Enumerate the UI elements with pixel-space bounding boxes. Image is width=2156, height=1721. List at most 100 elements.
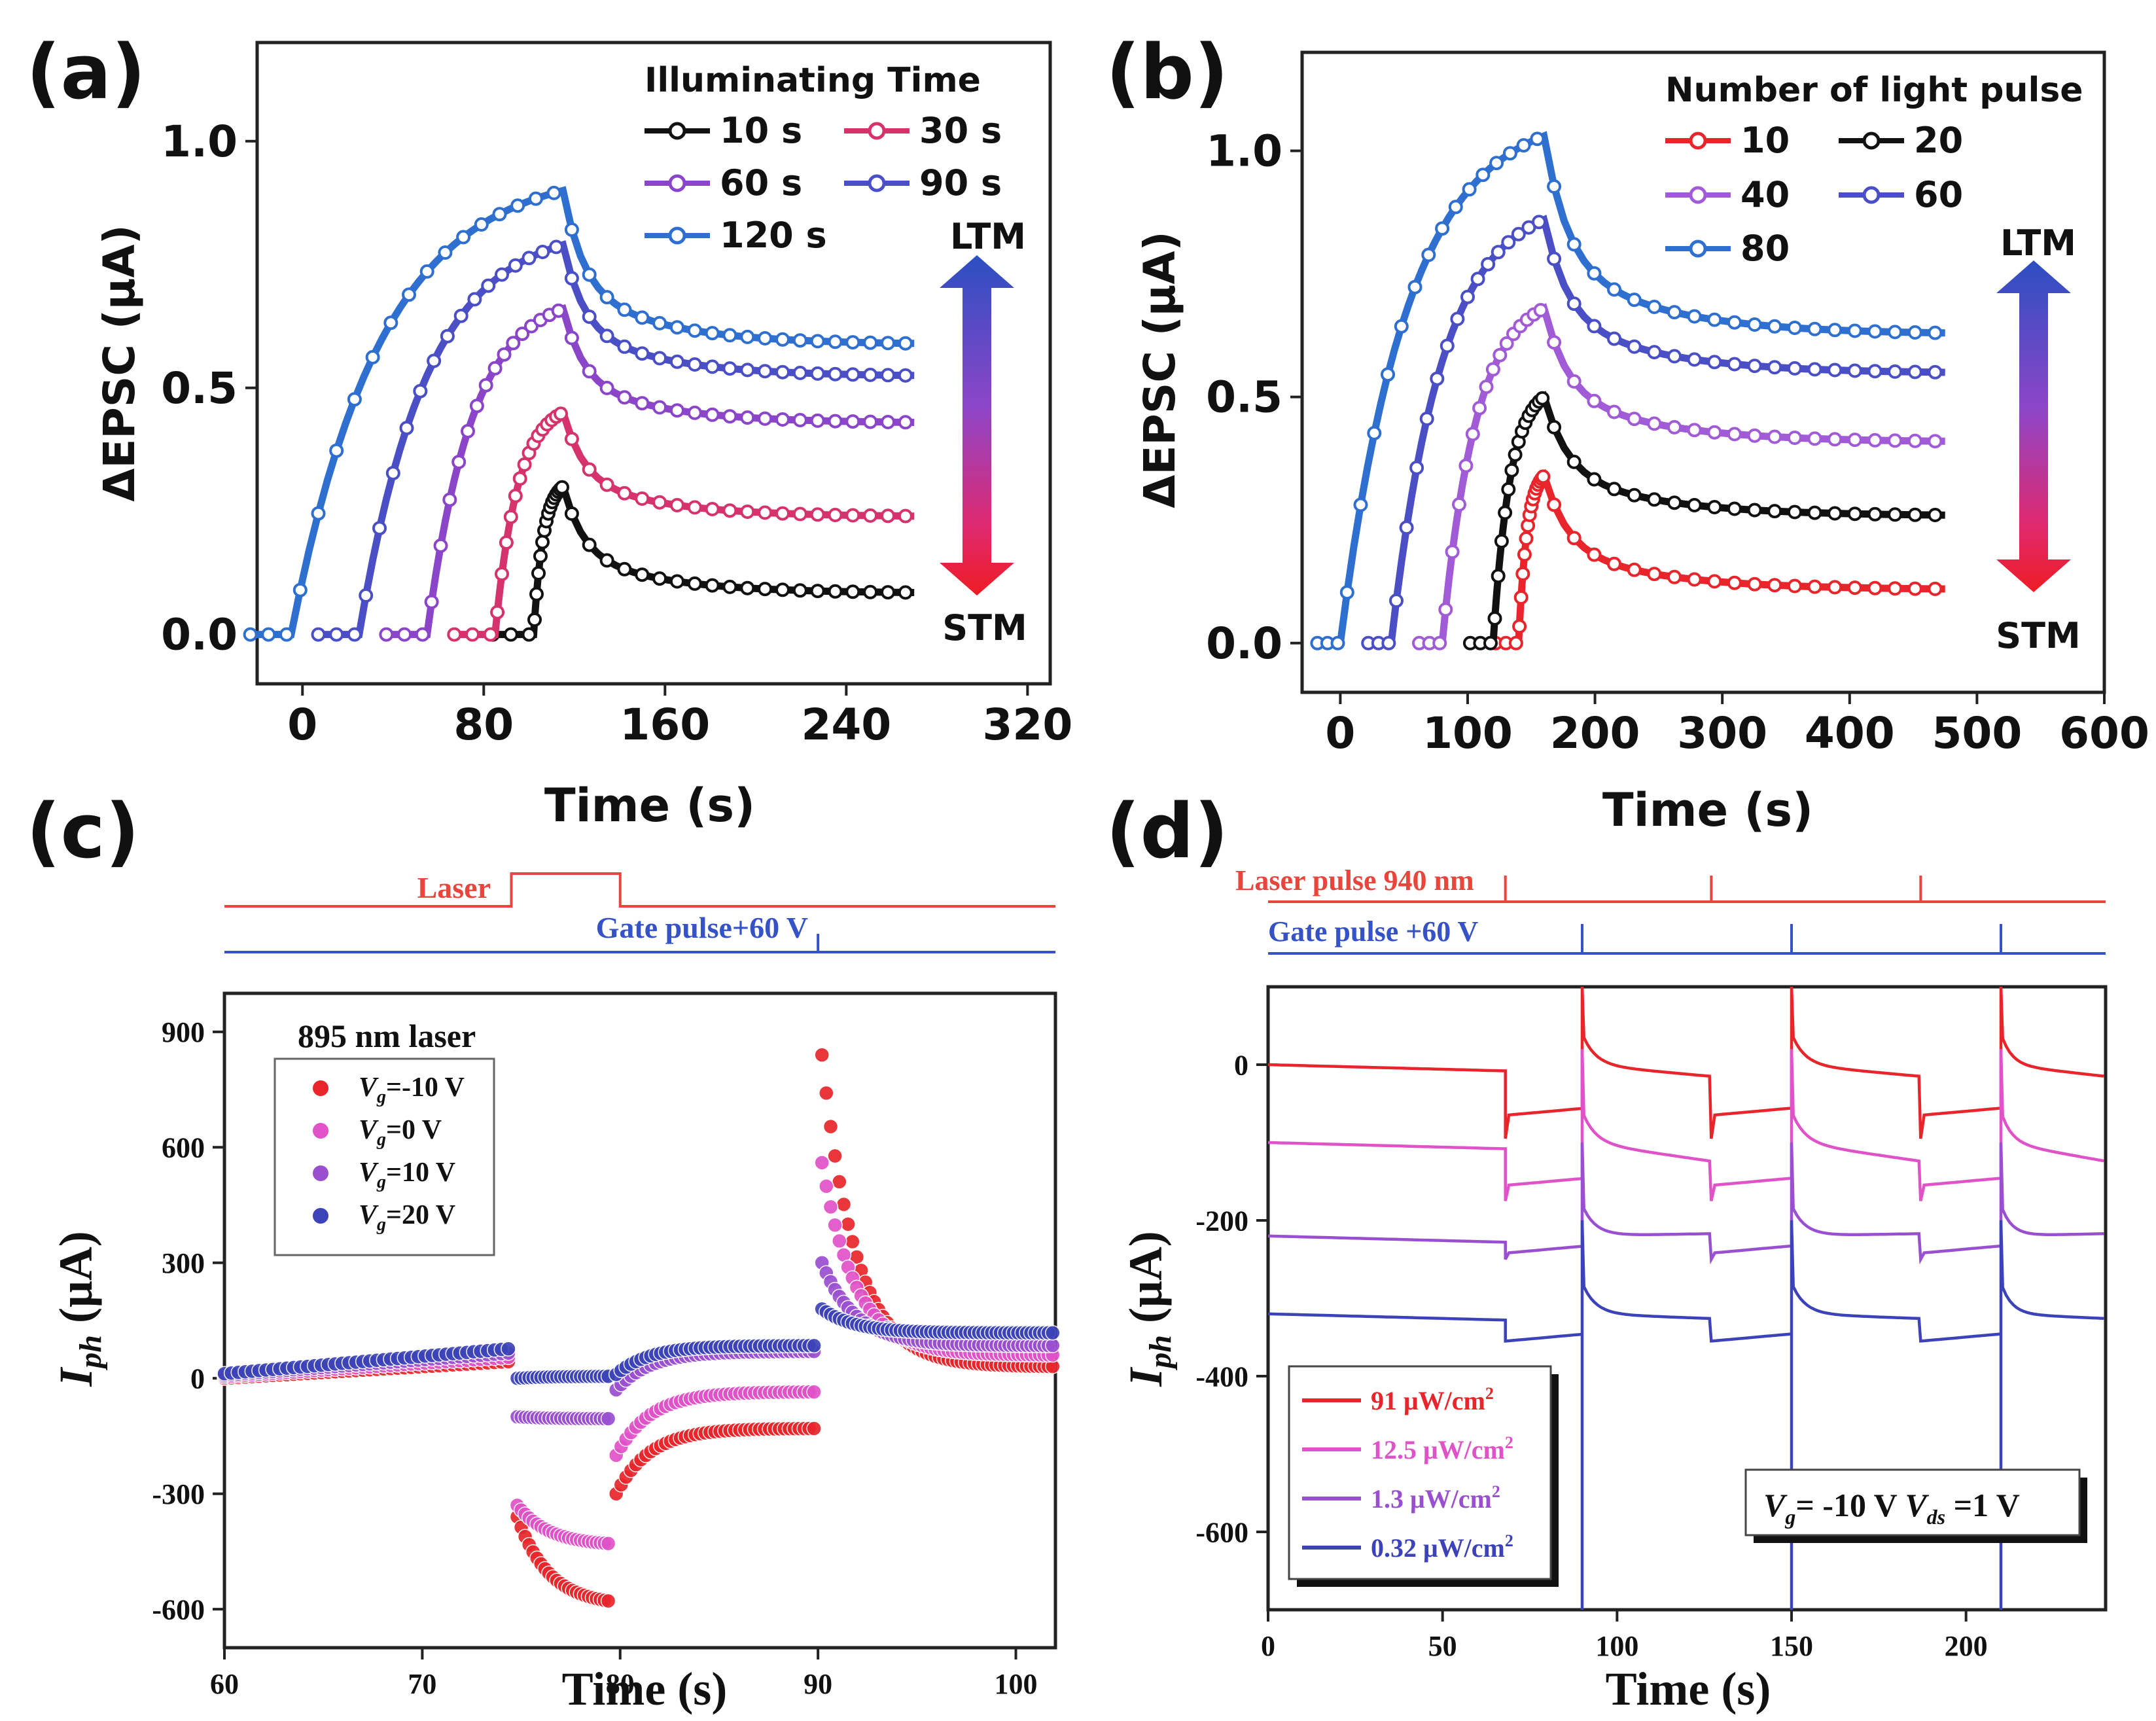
data-point-c-1-110 — [827, 1217, 843, 1233]
legend-label-d-value-2: 1.3 μW/cm — [1371, 1484, 1492, 1514]
data-point-b-4-12 — [1381, 367, 1395, 382]
y-tick-label-ticks-c-1: -300 — [152, 1478, 205, 1510]
data-point-a-3-72 — [881, 368, 895, 383]
legend-label-b-3: 60 — [1914, 174, 1963, 215]
data-point-b-3-70 — [1888, 364, 1903, 379]
data-point-a-4-52 — [705, 326, 720, 341]
data-point-b-3-60 — [1787, 361, 1802, 376]
data-point-c-0-113 — [840, 1216, 856, 1232]
data-point-b-1-70 — [1888, 507, 1903, 522]
data-point-b-1-42 — [1607, 482, 1621, 497]
condition-vg-main: V — [1763, 1487, 1788, 1523]
data-point-a-2-48 — [669, 403, 684, 418]
data-point-b-2-60 — [1787, 431, 1802, 445]
legend-a: Illuminating Time 10 s 30 s 60 s 90 s 120 s — [645, 61, 1002, 256]
data-point-b-1-44 — [1627, 488, 1642, 503]
legend-label-d-value-1: 12.5 μW/cm — [1371, 1435, 1505, 1464]
data-point-b-3-30 — [1511, 226, 1526, 241]
y-tick-label-ticks-d-0: -600 — [1195, 1516, 1248, 1548]
legend-label-d-1: 12.5 μW/cm2 — [1371, 1433, 1513, 1464]
data-point-b-2-64 — [1828, 432, 1843, 447]
data-point-a-2-66 — [828, 414, 843, 429]
x-tick-label-ticks-c-4: 100 — [995, 1668, 1038, 1700]
data-point-b-0-40 — [1587, 547, 1602, 562]
data-point-a-2-4 — [415, 627, 430, 642]
data-point-b-4-72 — [1907, 325, 1922, 340]
data-point-b-4-34 — [1530, 132, 1545, 147]
data-point-b-4-14 — [1394, 319, 1409, 334]
legend-marker-b-2 — [1689, 186, 1707, 204]
axis-ticks-d: 0 50 100 150 200 -600 -400 -200 0 — [1195, 1049, 1987, 1662]
data-point-a-3-62 — [792, 365, 807, 380]
data-point-c-0-111 — [832, 1174, 847, 1190]
stm-label-a: STM — [942, 607, 1027, 648]
data-point-a-3-32 — [535, 245, 550, 259]
data-point-a-0-40 — [599, 553, 614, 568]
data-point-b-0-42 — [1607, 556, 1621, 571]
legend-items-b: 10 20 40 60 80 — [1665, 120, 1963, 269]
y-axis-label-c-sub: ph — [73, 1335, 108, 1371]
data-point-a-3-14 — [413, 383, 428, 399]
data-point-b-0-46 — [1647, 567, 1662, 582]
data-point-a-0-68 — [845, 584, 860, 599]
panel-b: (b) ΔEPSC (μA) Time (s) 0 100 200 300 400 500… — [1106, 29, 2149, 837]
ltm-stm-arrow-a: LTM STM — [940, 216, 1027, 648]
legend-marker-a-4 — [668, 226, 686, 245]
x-axis-label-d: Time (s) — [1606, 1663, 1771, 1715]
data-point-a-2-20 — [487, 361, 503, 376]
data-point-b-1-62 — [1807, 505, 1822, 520]
plot-frame-d — [1266, 985, 2108, 1612]
data-point-a-0-38 — [582, 537, 597, 552]
data-point-b-0-74 — [1928, 581, 1943, 596]
data-point-a-4-36 — [564, 222, 579, 237]
data-point-b-4-30 — [1502, 146, 1517, 161]
data-point-a-0-44 — [635, 567, 650, 582]
data-point-a-0-4 — [521, 627, 537, 642]
data-point-a-4-48 — [669, 320, 684, 335]
legend-label-d-sup-0: 2 — [1485, 1384, 1494, 1403]
data-point-a-2-62 — [792, 413, 807, 427]
condition-vg-sub: g — [1784, 1505, 1795, 1529]
condition-vds-main: V — [1905, 1487, 1929, 1523]
data-point-a-4-40 — [599, 290, 614, 305]
y-tick-label-ticks-d-2: -200 — [1195, 1205, 1248, 1237]
data-point-b-3-52 — [1707, 355, 1722, 370]
x-tick-label-ticks-b-3: 300 — [1677, 708, 1767, 758]
data-point-b-2-56 — [1747, 428, 1762, 443]
data-point-b-2-20 — [1485, 362, 1500, 377]
plot-frame-b — [1300, 50, 2106, 694]
legend-label-d-value-0: 91 μW/cm — [1371, 1386, 1485, 1415]
data-point-a-3-28 — [508, 258, 523, 273]
data-point-a-0-2 — [503, 627, 518, 642]
legend-label-a-3: 90 s — [919, 162, 1002, 204]
data-point-a-0-54 — [722, 579, 737, 594]
data-point-b-1-50 — [1687, 498, 1702, 512]
data-point-a-3-4 — [347, 627, 362, 642]
x-tick-label-ticks-d-2: 100 — [1595, 1630, 1638, 1662]
data-point-a-2-72 — [881, 415, 895, 429]
series-group-c — [217, 1047, 1061, 1609]
data-point-a-1-60 — [775, 506, 790, 521]
data-point-b-1-64 — [1828, 506, 1843, 521]
condition-vds-sub: ds — [1927, 1505, 1945, 1529]
data-point-b-3-54 — [1727, 357, 1742, 372]
data-point-b-1-66 — [1847, 506, 1862, 522]
data-point-a-2-36 — [564, 330, 579, 346]
data-point-a-2-60 — [775, 412, 790, 427]
y-axis-label-c-main: I — [50, 1366, 102, 1387]
data-point-a-0-74 — [898, 585, 913, 600]
data-point-a-2-24 — [506, 336, 521, 351]
data-point-b-1-6 — [1487, 611, 1502, 626]
data-point-b-4-18 — [1421, 247, 1436, 262]
y-axis-label-d-main: I — [1120, 1366, 1172, 1387]
data-point-a-4-50 — [687, 323, 702, 338]
data-point-b-4-24 — [1462, 182, 1477, 197]
series-group-d — [1267, 986, 2104, 1610]
data-point-a-2-2 — [397, 627, 412, 642]
x-tick-label-ticks-b-0: 0 — [1325, 708, 1355, 758]
data-point-b-3-42 — [1607, 331, 1621, 346]
legend-label-c-value-0: =-10 V — [386, 1073, 465, 1103]
x-tick-label-ticks-c-1: 70 — [408, 1668, 436, 1700]
data-point-b-2-46 — [1647, 416, 1662, 431]
data-point-a-4-0 — [243, 627, 258, 642]
